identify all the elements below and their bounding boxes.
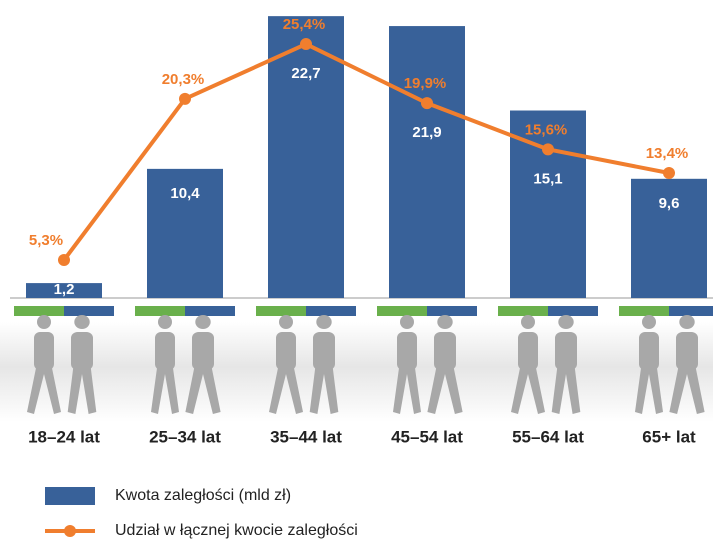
line-value-label: 15,6% — [525, 121, 568, 138]
bar — [389, 26, 465, 298]
x-tick-label: 18–24 lat — [28, 427, 100, 446]
legend-label: Kwota zaległości (mld zł) — [115, 487, 291, 504]
bar-value-label: 22,7 — [291, 65, 320, 82]
silhouette-part — [518, 332, 538, 370]
silhouette-part — [400, 315, 414, 329]
strip-green — [377, 306, 427, 316]
silhouette-part — [74, 315, 89, 329]
x-tick-label: 25–34 lat — [149, 427, 221, 446]
x-tick-label: 45–54 lat — [391, 427, 463, 446]
silhouette-part — [642, 315, 656, 329]
bar-value-label: 10,4 — [170, 185, 200, 202]
line-point — [663, 167, 675, 179]
silhouette-part — [521, 315, 535, 329]
silhouette-part — [158, 315, 172, 329]
strip-green — [619, 306, 669, 316]
strip-green — [498, 306, 548, 316]
silhouette-part — [639, 332, 659, 370]
line-point — [421, 97, 433, 109]
silhouette-part — [676, 332, 698, 370]
silhouette-part — [192, 332, 214, 370]
line-value-label: 5,3% — [29, 232, 63, 249]
legend-swatch-bar — [45, 487, 95, 505]
bar-value-label: 1,2 — [54, 281, 75, 298]
line-point — [179, 93, 191, 105]
strip-blue — [306, 306, 356, 316]
strip-blue — [64, 306, 114, 316]
floor-background — [0, 322, 713, 422]
strip-blue — [669, 306, 713, 316]
silhouette-part — [555, 332, 577, 370]
silhouette-part — [37, 315, 51, 329]
silhouette-part — [558, 315, 573, 329]
bar-value-label: 9,6 — [659, 195, 680, 212]
line-value-label: 19,9% — [404, 75, 447, 92]
strip-blue — [427, 306, 477, 316]
line-point — [300, 38, 312, 50]
strip-blue — [185, 306, 235, 316]
line-point — [58, 254, 70, 266]
silhouette-part — [679, 315, 694, 329]
line-value-label: 13,4% — [646, 145, 689, 162]
bar-value-label: 21,9 — [412, 124, 441, 141]
silhouette-part — [34, 332, 54, 370]
x-tick-label: 65+ lat — [642, 427, 696, 446]
strip-green — [256, 306, 306, 316]
silhouette-part — [313, 332, 335, 370]
silhouette-part — [276, 332, 296, 370]
silhouette-part — [316, 315, 331, 329]
silhouette-part — [195, 315, 210, 329]
silhouette-part — [437, 315, 452, 329]
legend-label: Udział w łącznej kwocie zaległości — [115, 522, 358, 539]
silhouette-part — [155, 332, 175, 370]
strip-blue — [548, 306, 598, 316]
strip-green — [135, 306, 185, 316]
line-value-label: 20,3% — [162, 71, 205, 88]
bar-value-label: 15,1 — [533, 170, 562, 187]
silhouette-part — [279, 315, 293, 329]
line-value-label: 25,4% — [283, 16, 326, 33]
x-tick-label: 55–64 lat — [512, 427, 584, 446]
line-point — [542, 143, 554, 155]
silhouette-part — [434, 332, 456, 370]
strip-green — [14, 306, 64, 316]
legend-swatch-point — [64, 525, 76, 537]
silhouette-part — [397, 332, 417, 370]
silhouette-part — [71, 332, 93, 370]
chart: 1,2 10,4 22,7 21,9 15,1 9,6 5,3% 20,3% 25,4% 19,9… — [0, 0, 713, 544]
x-tick-label: 35–44 lat — [270, 427, 342, 446]
